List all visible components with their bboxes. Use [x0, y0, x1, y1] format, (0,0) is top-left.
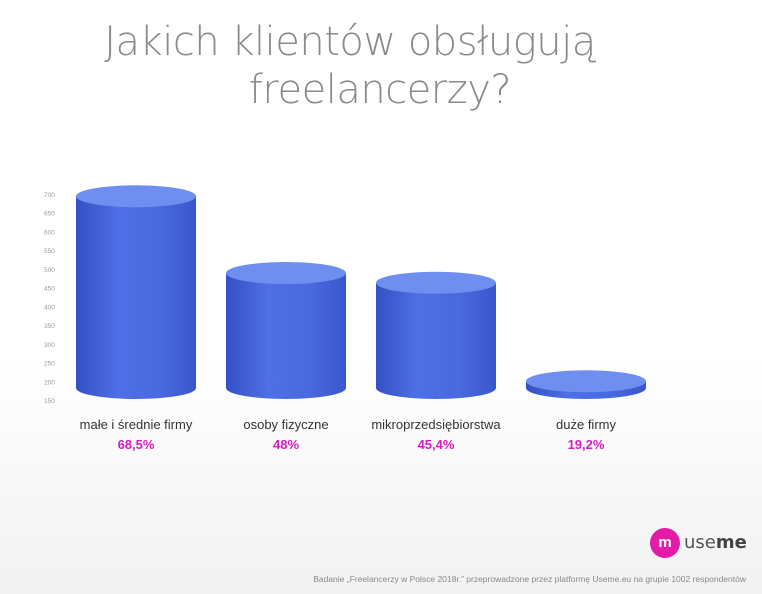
title-line-2: freelancerzy? — [248, 67, 512, 113]
bar — [376, 271, 496, 399]
title-line-1: Jakich klientów obsługują — [104, 19, 596, 65]
y-tick-label: 450 — [44, 286, 55, 293]
y-tick-label: 250 — [44, 361, 55, 368]
bar-top — [226, 262, 346, 285]
y-tick-label: 200 — [44, 379, 55, 386]
y-tick-label: 500 — [44, 267, 55, 274]
value-label: 19,2% — [567, 437, 605, 452]
bar-body — [226, 273, 346, 399]
y-tick-label: 150 — [44, 398, 55, 405]
bar-top — [76, 185, 196, 208]
y-tick-label: 700 — [44, 192, 55, 199]
category-label: osoby fizyczne — [243, 417, 329, 432]
bar-body — [76, 196, 196, 399]
y-axis: 700 650 600 550 500 450 400 350 300 250 200 150 — [44, 192, 55, 405]
y-tick-label: 550 — [44, 248, 55, 255]
logo-mark-icon: m — [650, 528, 680, 558]
bars-group — [76, 185, 646, 399]
value-label: 45,4% — [417, 437, 455, 452]
y-tick-label: 400 — [44, 304, 55, 311]
value-label: 68,5% — [117, 437, 155, 452]
logo-text: useme — [684, 532, 747, 553]
category-label: duże firmy — [556, 417, 616, 432]
category-label: mikroprzedsiębiorstwa — [371, 417, 501, 432]
bar-top — [526, 370, 646, 393]
bar-chart: 700 650 600 550 500 450 400 350 300 250 200 150 — [44, 185, 646, 405]
bar-body — [376, 282, 496, 399]
y-tick-label: 350 — [44, 323, 55, 330]
useme-logo: m useme — [650, 526, 747, 562]
bar — [76, 185, 196, 399]
footer-note: Badanie „Freelancerzy w Polsce 2018r.” p… — [313, 574, 746, 584]
chart-title: Jakich klientów obsługują freelancerzy? — [0, 18, 700, 114]
y-tick-label: 650 — [44, 211, 55, 218]
y-tick-label: 300 — [44, 342, 55, 349]
bar — [226, 262, 346, 399]
category-label: małe i średnie firmy — [79, 417, 193, 432]
value-label: 48% — [272, 437, 300, 452]
bar-top — [376, 271, 496, 294]
bar — [526, 370, 646, 399]
y-tick-label: 600 — [44, 229, 55, 236]
